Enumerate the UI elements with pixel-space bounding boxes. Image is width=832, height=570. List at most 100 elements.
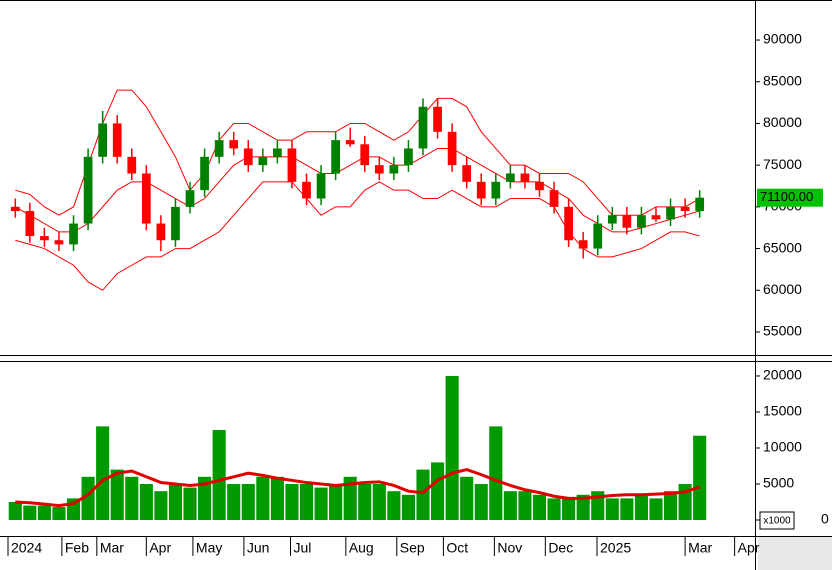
volume-bar [110,469,124,520]
volume-bar [503,491,517,520]
y-tick-label: 5000 [763,475,794,491]
candle-body [607,215,617,224]
candle-body [404,148,413,166]
volume-bar [416,469,430,520]
last-price-box [757,188,823,207]
candle-body [98,123,108,157]
volume-bar [663,491,678,520]
y-tick-label: 90000 [763,31,802,47]
volume-bar [81,476,95,520]
volume-bar [8,501,22,520]
candle-body [345,140,355,145]
candle-body [418,106,428,149]
volume-bar [198,476,212,520]
candle-body [54,240,64,245]
candle-body [520,173,530,182]
y-tick-label: 60000 [763,281,802,297]
volume-bar [52,507,66,520]
candle-body [506,173,515,182]
candle-body [564,206,573,241]
x-tick-label: Nov [497,540,522,556]
volume-bar [649,498,663,520]
candle-body [389,165,399,174]
candle-body [273,148,282,157]
volume-bar [299,483,314,520]
volume-bar [212,429,226,520]
volume-bar [183,487,197,520]
candle-body [302,181,311,199]
candle-body [200,156,209,191]
y-tick-label: 65000 [763,239,802,255]
volume-bar [605,498,619,520]
y-tick-label: 20000 [763,367,802,383]
band-lower [15,181,700,291]
candle-body [695,197,705,212]
x-tick-label: Apr [149,540,171,556]
unit-label: x1000 [763,516,791,527]
candle-body [112,123,122,157]
volume-bar [139,483,153,520]
y-tick-label: 85000 [763,72,802,88]
x-tick-label: 2024 [11,540,42,556]
volume-bar [532,494,547,520]
corner-panel [758,537,832,570]
x-tick-label: 2025 [600,540,631,556]
candle-body [331,140,340,174]
candle-body [258,156,268,166]
candle-body [25,211,35,237]
volume-bar [401,494,415,520]
candle-body [141,173,151,224]
volume-bar [634,494,648,520]
candle-body [229,140,239,149]
y-tick-label: 75000 [763,156,802,172]
volume-bar [270,476,284,520]
candle-body [578,240,588,249]
candle-body [69,223,78,245]
candle-body [680,206,690,212]
volume-bar [358,483,372,520]
volume-bar [489,426,503,520]
candle-body [374,165,384,174]
candle-body [651,215,661,220]
volume-bar [445,375,459,520]
candle-body [214,140,224,157]
volume-bar [343,476,357,520]
candle-body [40,236,49,241]
candle-body [156,223,166,241]
candle-body [433,106,442,132]
volume-bar [387,491,401,520]
candle-body [243,148,253,166]
candle-body [10,206,20,212]
last-price-label: 71100.00 [760,189,813,204]
volume-bar [154,491,168,520]
candle-body [549,190,559,207]
candle-body [637,215,646,228]
candle-body [316,173,326,199]
volume-bar [518,491,532,520]
volume-bar [576,494,590,520]
x-tick-label: Aug [349,540,374,556]
volume-bar [620,498,634,520]
volume-bar [96,426,110,520]
volume-bar [329,483,343,520]
volume-bar [285,483,299,520]
candle-body [185,190,195,207]
volume-bar [431,462,445,520]
volume-bar [547,498,561,520]
candle-body [462,165,472,182]
volume-bar [241,483,255,520]
x-tick-label: Jul [293,540,311,556]
candle-body [593,223,603,249]
volume-bar [693,435,707,520]
candle-body [476,181,486,199]
x-tick-label: Sep [400,540,425,556]
y-tick-label: 0 [821,511,829,527]
candle-body [491,181,501,199]
volume-bar [125,476,139,520]
y-tick-label: 55000 [763,323,802,339]
volume-bar [256,476,270,520]
band-middle [15,147,700,233]
